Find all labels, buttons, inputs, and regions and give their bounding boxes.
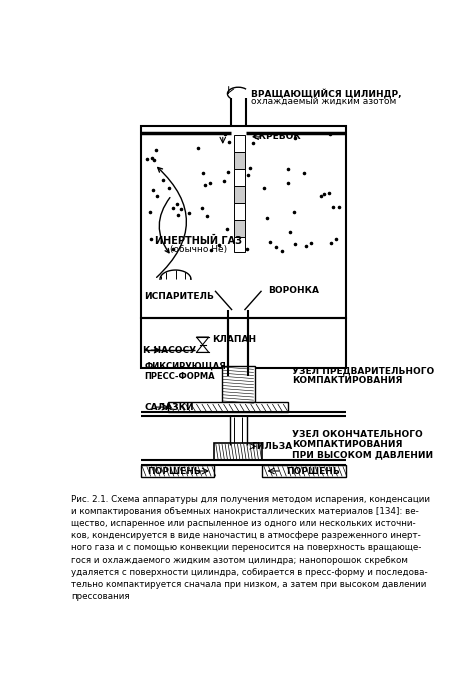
Point xyxy=(291,238,299,249)
Bar xyxy=(235,186,245,203)
Point xyxy=(308,237,315,248)
Point xyxy=(177,203,185,214)
Point xyxy=(317,190,324,201)
Point xyxy=(147,234,155,245)
Point xyxy=(286,227,293,238)
Text: КЛАПАН: КЛАПАН xyxy=(212,335,256,344)
Bar xyxy=(168,402,288,412)
Bar xyxy=(235,237,245,252)
Point xyxy=(194,142,201,153)
Point xyxy=(186,207,193,218)
Text: ГИЛЬЗА: ГИЛЬЗА xyxy=(251,442,293,451)
Point xyxy=(170,202,177,214)
Bar xyxy=(235,203,245,220)
Point xyxy=(146,207,154,218)
Point xyxy=(250,138,257,149)
Point xyxy=(284,164,292,175)
Point xyxy=(301,168,308,179)
Text: УЗЕЛ ОКОНЧАТЕЛЬНОГО
КОМПАКТИРОВАНИЯ
ПРИ ВЫСОКОМ ДАВЛЕНИИ: УЗЕЛ ОКОНЧАТЕЛЬНОГО КОМПАКТИРОВАНИЯ ПРИ … xyxy=(292,430,433,460)
Point xyxy=(201,180,209,191)
Bar xyxy=(141,126,346,318)
Point xyxy=(291,132,299,143)
Point xyxy=(244,244,251,255)
Point xyxy=(327,129,334,140)
Point xyxy=(329,202,337,213)
Point xyxy=(206,178,214,189)
Point xyxy=(173,198,181,209)
Point xyxy=(215,240,223,251)
Point xyxy=(148,153,156,164)
Point xyxy=(154,191,161,202)
Point xyxy=(198,202,205,213)
Text: УЗЕЛ ПРЕДВАРИТЕЛЬНОГО
КОМПАКТИРОВАНИЯ: УЗЕЛ ПРЕДВАРИТЕЛЬНОГО КОМПАКТИРОВАНИЯ xyxy=(292,366,434,385)
Bar xyxy=(141,318,228,368)
Polygon shape xyxy=(196,345,209,352)
Text: ИНЕРТНЫЙ ГАЗ: ИНЕРТНЫЙ ГАЗ xyxy=(155,236,242,246)
Text: ПОРШЕНЬ: ПОРШЕНЬ xyxy=(286,466,340,475)
Text: Рис. 2.1. Схема аппаратуры для получения методом испарения, конденсации
и компак: Рис. 2.1. Схема аппаратуры для получения… xyxy=(71,495,430,601)
Polygon shape xyxy=(196,337,209,345)
Point xyxy=(225,137,232,148)
Point xyxy=(279,245,286,256)
Point xyxy=(220,176,228,187)
Point xyxy=(284,178,292,189)
Point xyxy=(273,241,280,252)
Text: ФИКСИРУЮЩАЯ
ПРЕСС-ФОРМА: ФИКСИРУЮЩАЯ ПРЕСС-ФОРМА xyxy=(145,362,226,381)
Text: ПОРШЕНЬ: ПОРШЕНЬ xyxy=(147,466,201,475)
Point xyxy=(320,189,328,200)
Point xyxy=(165,183,173,194)
Point xyxy=(199,167,207,178)
Text: К НАСОСУ: К НАСОСУ xyxy=(143,346,196,354)
Bar xyxy=(248,318,346,368)
Point xyxy=(291,206,298,217)
Point xyxy=(328,238,335,249)
Point xyxy=(150,154,157,165)
Bar xyxy=(235,220,245,237)
Point xyxy=(332,233,339,244)
FancyArrowPatch shape xyxy=(159,198,170,253)
Bar xyxy=(141,465,214,477)
Text: ВОРОНКА: ВОРОНКА xyxy=(268,286,319,295)
Bar xyxy=(222,366,255,402)
Point xyxy=(335,201,343,212)
Point xyxy=(260,182,268,193)
Point xyxy=(149,184,157,196)
Text: ИСПАРИТЕЛЬ: ИСПАРИТЕЛЬ xyxy=(145,292,214,301)
Point xyxy=(169,243,177,254)
Point xyxy=(264,213,271,224)
Point xyxy=(144,153,151,164)
Point xyxy=(302,241,310,252)
Bar xyxy=(235,152,245,169)
Point xyxy=(223,223,231,234)
Point xyxy=(325,187,333,198)
Point xyxy=(224,167,231,178)
Point xyxy=(221,129,229,140)
Text: охлаждаемый жидким азотом: охлаждаемый жидким азотом xyxy=(251,97,397,106)
Point xyxy=(159,174,167,185)
Point xyxy=(208,244,215,255)
Bar xyxy=(214,444,262,460)
Bar xyxy=(235,169,245,186)
Text: (обычно Не): (обычно Не) xyxy=(170,245,228,254)
FancyArrowPatch shape xyxy=(156,167,186,277)
Point xyxy=(174,209,182,220)
Bar xyxy=(235,135,245,152)
Point xyxy=(244,169,252,180)
Point xyxy=(266,236,273,247)
Bar xyxy=(262,465,346,477)
Text: СКРЕБОК: СКРЕБОК xyxy=(252,131,301,140)
Point xyxy=(203,210,210,221)
Text: ВРАЩАЮЩИЙСЯ ЦИЛИНДР,: ВРАЩАЮЩИЙСЯ ЦИЛИНДР, xyxy=(251,89,402,100)
Point xyxy=(152,145,160,156)
Point xyxy=(246,162,254,173)
Text: САЛАЗКИ: САЛАЗКИ xyxy=(145,403,194,412)
